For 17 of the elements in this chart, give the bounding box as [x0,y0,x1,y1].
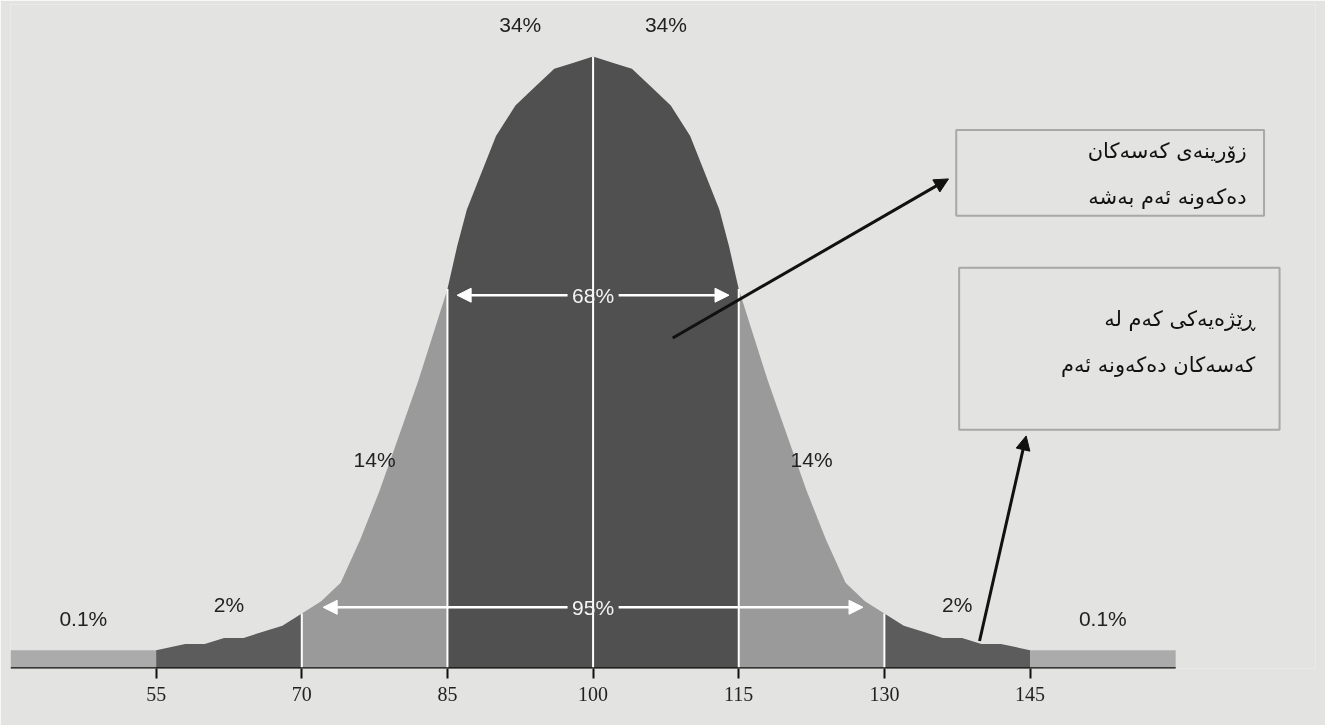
x-tick-label: 70 [291,682,312,705]
x-tick-label: 85 [437,682,458,705]
x-tick-label: 145 [1015,682,1046,705]
series-label: 34% [499,13,542,37]
x-tick-label: 100 [578,682,609,705]
series-label: 2% [942,593,973,617]
x-tick-label: 115 [724,682,754,705]
annotation: ڕێژەیەکی کەم لە کەسەکان دەکەونە ئەم [1061,307,1257,378]
series-label: 34% [644,13,687,37]
series-label: 14% [353,447,396,471]
series-label: 0.1% [59,606,108,630]
x-tick-label: 55 [146,682,167,705]
series-label: 2% [213,593,245,617]
x-tick-label: 130 [869,682,900,705]
series-label: 14% [790,447,833,471]
annotation: زۆرینەی کەسەکان دەکەونە ئەم بەشە [1087,139,1247,209]
series-label: 0.1% [1078,606,1127,630]
